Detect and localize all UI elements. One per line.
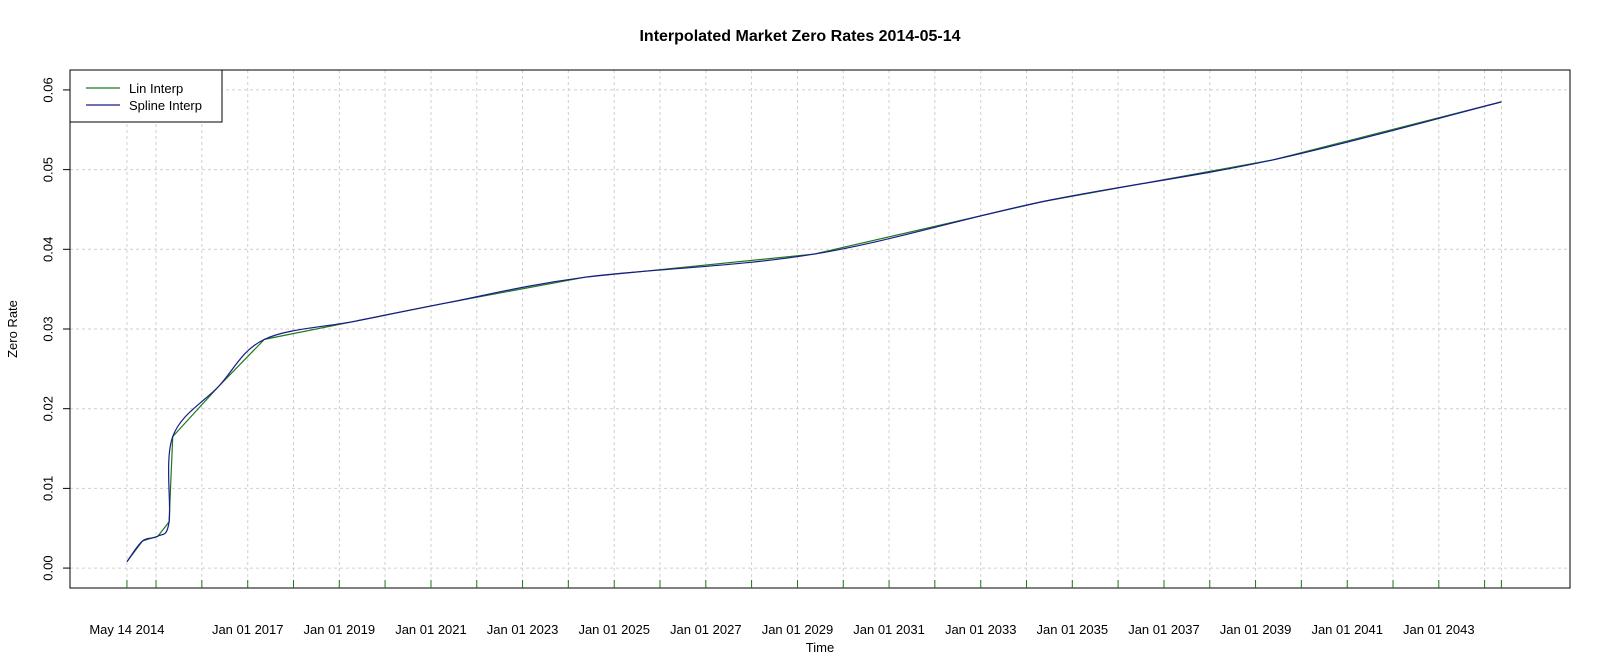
x-tick-label: Jan 01 2039 [1220,622,1292,637]
x-tick-label: Jan 01 2027 [670,622,742,637]
legend-box [69,69,223,123]
y-tick-label: 0.00 [40,555,55,580]
legend-label-spline-interp: Spline Interp [129,98,202,113]
grid-lines [70,70,1570,588]
chart-title: Interpolated Market Zero Rates 2014-05-1… [639,28,960,45]
x-tick-label: Jan 01 2023 [487,622,559,637]
x-tick-label: Jan 01 2031 [853,622,925,637]
y-tick-label: 0.02 [40,396,55,421]
legend: Lin Interp Spline Interp [69,69,223,123]
x-tick-label: Jan 01 2035 [1037,622,1109,637]
x-tick-label: Jan 01 2029 [762,622,834,637]
y-tick-label: 0.04 [40,237,55,262]
x-tick-label: Jan 01 2025 [578,622,650,637]
y-tick-label: 0.06 [40,77,55,102]
y-axis: 0.00 0.01 0.02 0.03 0.04 0.05 0.06 [40,77,70,581]
x-tick-label: Jan 01 2021 [395,622,467,637]
legend-label-lin-interp: Lin Interp [129,81,183,96]
x-tick-label: Jan 01 2017 [212,622,284,637]
series-lines [126,101,1502,563]
x-tick-label: Jan 01 2019 [304,622,376,637]
x-axis: May 14 2014 Jan 01 2017 Jan 01 2019 Jan 01 … [89,580,1502,637]
y-tick-label: 0.05 [40,157,55,182]
series-line-spline-interp [126,101,1502,563]
x-tick-label: Jan 01 2041 [1311,622,1383,637]
x-tick-label: May 14 2014 [89,622,164,637]
y-axis-label: Zero Rate [5,300,20,358]
x-axis-label: Time [806,640,834,655]
x-tick-label: Jan 01 2037 [1128,622,1200,637]
x-tick-label: Jan 01 2043 [1403,622,1475,637]
y-tick-label: 0.01 [40,476,55,501]
series-line-lin-interp [126,101,1502,563]
y-tick-label: 0.03 [40,316,55,341]
x-tick-label: Jan 01 2033 [945,622,1017,637]
